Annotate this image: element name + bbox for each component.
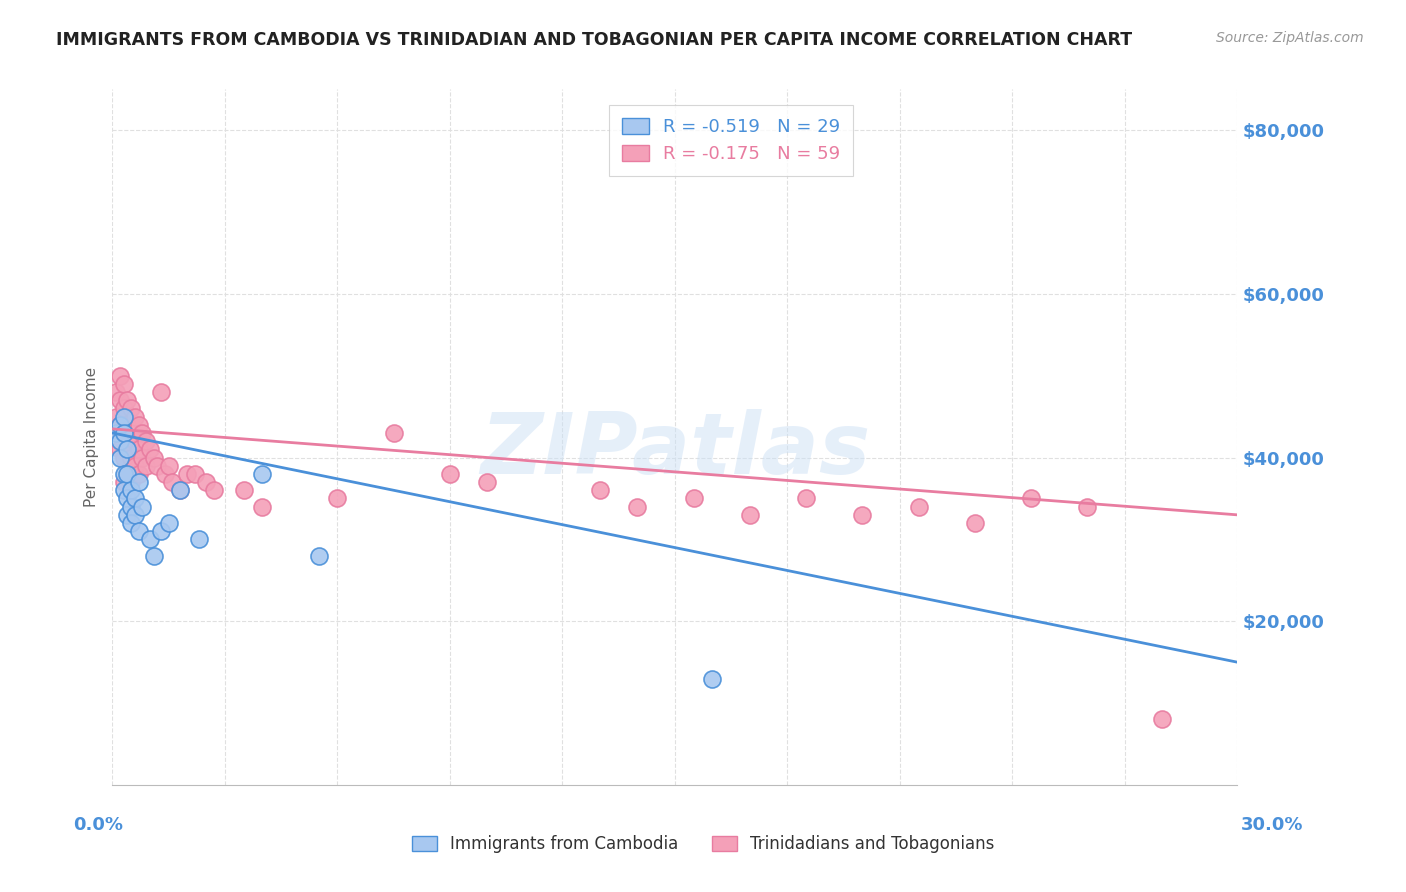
- Legend: Immigrants from Cambodia, Trinidadians and Tobagonians: Immigrants from Cambodia, Trinidadians a…: [404, 827, 1002, 862]
- Legend: R = -0.519   N = 29, R = -0.175   N = 59: R = -0.519 N = 29, R = -0.175 N = 59: [609, 105, 853, 176]
- Point: [112, 425, 135, 440]
- Point: [150, 524, 173, 539]
- Point: [146, 458, 169, 473]
- Y-axis label: Per Capita Income: Per Capita Income: [84, 367, 100, 508]
- Point: [326, 491, 349, 506]
- Point: [1152, 713, 1174, 727]
- Text: 30.0%: 30.0%: [1241, 816, 1303, 834]
- Point: [184, 467, 207, 481]
- Point: [128, 467, 150, 481]
- Point: [963, 516, 986, 530]
- Point: [117, 393, 139, 408]
- Point: [108, 417, 131, 432]
- Point: [124, 491, 146, 506]
- Point: [195, 475, 218, 489]
- Point: [117, 442, 139, 457]
- Point: [382, 425, 405, 440]
- Point: [142, 450, 165, 465]
- Point: [232, 483, 254, 498]
- Point: [128, 417, 150, 432]
- Point: [142, 549, 165, 563]
- Point: [702, 672, 724, 686]
- Point: [105, 425, 128, 440]
- Point: [117, 467, 139, 481]
- Point: [252, 500, 274, 514]
- Point: [169, 483, 191, 498]
- Point: [117, 467, 139, 481]
- Point: [202, 483, 225, 498]
- Point: [851, 508, 873, 522]
- Point: [308, 549, 330, 563]
- Point: [124, 409, 146, 424]
- Point: [252, 467, 274, 481]
- Point: [738, 508, 761, 522]
- Point: [157, 516, 180, 530]
- Point: [112, 401, 135, 416]
- Point: [124, 434, 146, 449]
- Point: [105, 385, 128, 400]
- Point: [139, 533, 162, 547]
- Point: [589, 483, 612, 498]
- Point: [120, 500, 142, 514]
- Point: [626, 500, 648, 514]
- Point: [176, 467, 198, 481]
- Point: [112, 376, 135, 391]
- Point: [439, 467, 461, 481]
- Point: [112, 467, 135, 481]
- Point: [131, 450, 153, 465]
- Point: [120, 516, 142, 530]
- Point: [907, 500, 929, 514]
- Point: [120, 475, 142, 489]
- Point: [682, 491, 704, 506]
- Point: [1019, 491, 1042, 506]
- Point: [162, 475, 184, 489]
- Point: [117, 417, 139, 432]
- Point: [169, 483, 191, 498]
- Point: [112, 483, 135, 498]
- Point: [108, 450, 131, 465]
- Point: [108, 368, 131, 383]
- Point: [120, 450, 142, 465]
- Point: [108, 442, 131, 457]
- Text: 0.0%: 0.0%: [73, 816, 124, 834]
- Point: [108, 434, 131, 449]
- Point: [120, 401, 142, 416]
- Point: [117, 491, 139, 506]
- Point: [108, 417, 131, 432]
- Point: [105, 425, 128, 440]
- Point: [117, 508, 139, 522]
- Point: [135, 458, 157, 473]
- Text: Source: ZipAtlas.com: Source: ZipAtlas.com: [1216, 31, 1364, 45]
- Point: [124, 508, 146, 522]
- Point: [150, 385, 173, 400]
- Point: [794, 491, 817, 506]
- Point: [128, 524, 150, 539]
- Point: [124, 458, 146, 473]
- Point: [112, 425, 135, 440]
- Text: IMMIGRANTS FROM CAMBODIA VS TRINIDADIAN AND TOBAGONIAN PER CAPITA INCOME CORRELA: IMMIGRANTS FROM CAMBODIA VS TRINIDADIAN …: [56, 31, 1132, 49]
- Point: [135, 434, 157, 449]
- Point: [477, 475, 499, 489]
- Point: [108, 393, 131, 408]
- Point: [131, 500, 153, 514]
- Point: [112, 475, 135, 489]
- Point: [120, 425, 142, 440]
- Point: [128, 442, 150, 457]
- Point: [153, 467, 176, 481]
- Point: [139, 442, 162, 457]
- Text: ZIPatlas: ZIPatlas: [479, 409, 870, 492]
- Point: [131, 425, 153, 440]
- Point: [117, 442, 139, 457]
- Point: [128, 475, 150, 489]
- Point: [112, 450, 135, 465]
- Point: [1076, 500, 1098, 514]
- Point: [187, 533, 209, 547]
- Point: [157, 458, 180, 473]
- Point: [120, 483, 142, 498]
- Point: [112, 409, 135, 424]
- Point: [105, 409, 128, 424]
